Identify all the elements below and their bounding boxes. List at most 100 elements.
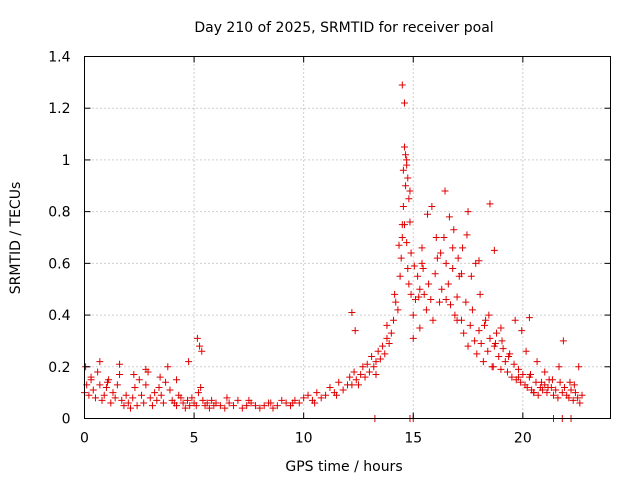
chart-title: Day 210 of 2025, SRMTID for receiver poa… bbox=[194, 20, 493, 36]
data-point bbox=[153, 396, 161, 404]
y-tick-label: 1.4 bbox=[48, 50, 70, 66]
data-point bbox=[432, 234, 440, 241]
data-point bbox=[116, 360, 124, 368]
data-point bbox=[491, 340, 499, 348]
data-point bbox=[464, 342, 472, 350]
data-point bbox=[352, 376, 360, 384]
data-point bbox=[346, 373, 354, 381]
data-point bbox=[238, 404, 246, 412]
data-point bbox=[486, 334, 494, 342]
data-point bbox=[449, 265, 457, 273]
data-point bbox=[569, 396, 577, 404]
data-point bbox=[416, 285, 424, 293]
data-point bbox=[339, 386, 347, 394]
data-point bbox=[131, 383, 139, 391]
data-point bbox=[464, 208, 472, 216]
data-point bbox=[179, 399, 187, 407]
data-point bbox=[122, 391, 130, 399]
data-point bbox=[333, 391, 341, 399]
data-point bbox=[383, 334, 391, 342]
data-point bbox=[447, 301, 455, 309]
data-point bbox=[363, 360, 371, 368]
y-axis: 0 0.2 0.4 0.6 0.8 1 1.2 1.4 bbox=[48, 50, 611, 428]
data-point bbox=[96, 358, 104, 366]
data-point bbox=[575, 363, 583, 371]
data-point bbox=[420, 290, 428, 298]
data-point bbox=[418, 244, 426, 252]
data-point bbox=[205, 404, 213, 412]
data-point bbox=[486, 200, 494, 208]
data-point bbox=[406, 218, 414, 226]
data-point bbox=[107, 399, 115, 407]
data-point bbox=[431, 270, 439, 278]
data-point bbox=[468, 306, 476, 314]
data-point bbox=[399, 202, 407, 210]
data-point bbox=[199, 396, 207, 404]
data-point bbox=[372, 358, 380, 366]
data-point bbox=[394, 306, 402, 314]
data-point bbox=[166, 386, 174, 394]
data-point bbox=[497, 365, 505, 373]
data-point bbox=[129, 394, 137, 402]
data-point bbox=[576, 399, 584, 407]
data-point bbox=[476, 290, 484, 298]
data-point bbox=[466, 321, 474, 329]
data-point bbox=[534, 391, 542, 399]
y-tick-label: 0.4 bbox=[48, 308, 70, 324]
data-point bbox=[113, 381, 121, 389]
data-point bbox=[409, 311, 417, 319]
data-point bbox=[463, 231, 471, 239]
data-point bbox=[544, 383, 552, 391]
y-tick-label: 1.2 bbox=[48, 101, 70, 117]
data-point bbox=[335, 378, 343, 386]
data-point bbox=[552, 386, 560, 394]
data-point bbox=[490, 246, 498, 254]
data-point bbox=[196, 342, 204, 350]
data-point bbox=[560, 383, 568, 391]
data-point bbox=[493, 329, 501, 337]
data-point bbox=[403, 156, 411, 164]
data-point bbox=[405, 280, 413, 288]
data-point bbox=[477, 340, 485, 348]
data-point bbox=[511, 316, 519, 324]
data-point bbox=[428, 202, 436, 210]
data-point bbox=[445, 213, 453, 221]
data-point bbox=[208, 396, 216, 404]
data-point bbox=[485, 311, 493, 319]
data-point bbox=[440, 234, 448, 241]
data-point bbox=[566, 378, 574, 386]
data-point bbox=[116, 371, 124, 379]
data-point bbox=[391, 290, 399, 298]
data-point bbox=[225, 399, 233, 407]
data-point bbox=[155, 383, 163, 391]
y-tick-label: 1 bbox=[62, 153, 71, 169]
data-point bbox=[359, 363, 367, 371]
data-point bbox=[514, 365, 522, 373]
data-point bbox=[409, 334, 417, 342]
x-tick-label: 10 bbox=[295, 431, 313, 447]
data-point bbox=[523, 383, 531, 391]
data-point bbox=[567, 386, 575, 394]
data-point bbox=[317, 394, 325, 402]
data-point bbox=[282, 399, 290, 407]
data-point bbox=[94, 368, 102, 376]
data-point bbox=[142, 381, 150, 389]
data-point bbox=[423, 210, 431, 218]
data-point bbox=[400, 143, 408, 151]
data-point bbox=[539, 386, 547, 394]
data-point bbox=[418, 259, 426, 267]
data-point bbox=[396, 272, 404, 280]
data-point bbox=[273, 402, 281, 410]
data-point bbox=[348, 381, 356, 389]
data-point bbox=[480, 321, 488, 329]
data-point bbox=[533, 358, 541, 366]
data-point bbox=[475, 327, 483, 335]
data-point bbox=[404, 265, 412, 273]
data-point bbox=[365, 368, 373, 376]
data-point bbox=[555, 363, 563, 371]
data-point bbox=[300, 394, 308, 402]
data-point bbox=[395, 241, 403, 249]
data-point bbox=[514, 373, 522, 381]
x-tick-label: 20 bbox=[514, 431, 532, 447]
data-point bbox=[140, 399, 148, 407]
